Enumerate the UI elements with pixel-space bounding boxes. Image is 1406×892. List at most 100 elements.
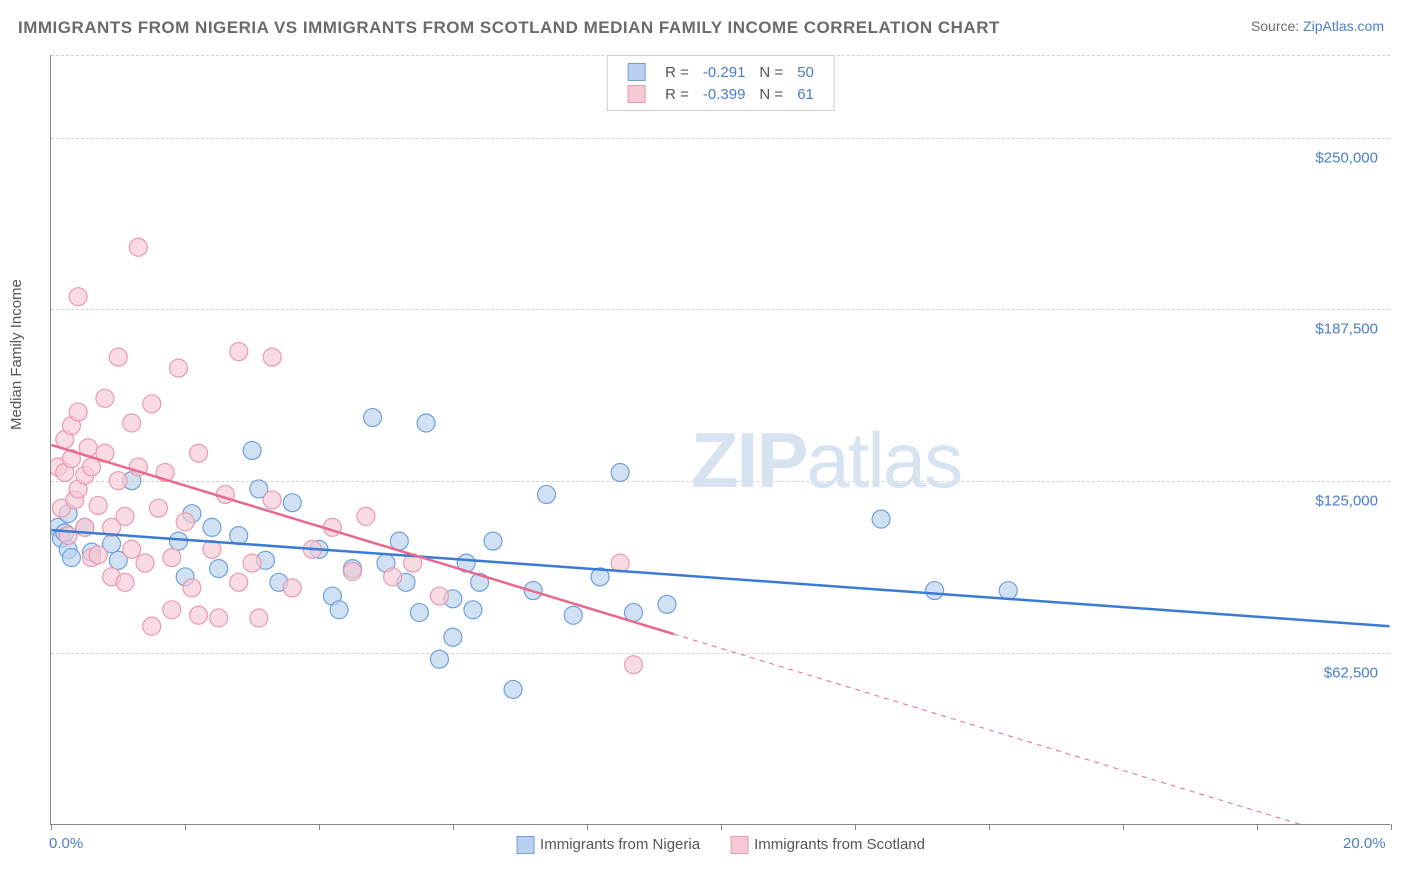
data-point [564,606,582,624]
data-point [250,609,268,627]
x-tick [1391,824,1392,830]
data-point [658,595,676,613]
x-tick [855,824,856,830]
data-point [83,458,101,476]
legend-n-value: 50 [791,62,820,82]
x-tick [587,824,588,830]
data-point [176,513,194,531]
legend-swatch [730,836,748,854]
x-tick-label: 0.0% [49,835,83,852]
data-point [230,343,248,361]
legend-r-label: R = [659,84,695,104]
data-point [464,601,482,619]
legend-swatch [627,85,645,103]
legend-n-label: N = [753,62,789,82]
data-point [283,579,301,597]
data-point [96,389,114,407]
data-point [210,609,228,627]
data-point [410,604,428,622]
data-point [109,472,127,490]
x-tick [989,824,990,830]
data-point [163,549,181,567]
chart-title: IMMIGRANTS FROM NIGERIA VS IMMIGRANTS FR… [18,18,1000,38]
data-point [243,554,261,572]
data-point [263,491,281,509]
data-point [364,409,382,427]
data-point [430,650,448,668]
data-point [625,656,643,674]
data-point [872,510,890,528]
data-point [203,518,221,536]
data-point [69,403,87,421]
data-point [283,494,301,512]
y-axis-label: Median Family Income [8,279,25,430]
data-point [143,617,161,635]
data-point [504,680,522,698]
data-point [263,348,281,366]
data-point [926,582,944,600]
x-tick [1257,824,1258,830]
trend-line [51,445,673,634]
legend-item: Immigrants from Nigeria [516,836,700,854]
legend-row: R =-0.399N =61 [621,84,820,104]
legend-label: Immigrants from Nigeria [540,836,700,853]
data-point [484,532,502,550]
data-point [62,549,80,567]
data-point [999,582,1017,600]
x-tick [185,824,186,830]
data-point [384,568,402,586]
legend-label: Immigrants from Scotland [754,836,925,853]
legend-row: R =-0.291N =50 [621,62,820,82]
data-point [123,414,141,432]
legend-r-value: -0.291 [697,62,752,82]
data-point [123,540,141,558]
data-point [170,532,188,550]
plot-area: ZIPatlas R =-0.291N =50R =-0.399N =61 Im… [50,55,1390,825]
data-point [109,348,127,366]
data-point [330,601,348,619]
data-point [89,496,107,514]
data-point [163,601,181,619]
legend-item: Immigrants from Scotland [730,836,925,854]
data-point [116,507,134,525]
legend-n-value: 61 [791,84,820,104]
data-point [190,606,208,624]
source-link[interactable]: ZipAtlas.com [1303,18,1384,34]
correlation-legend: R =-0.291N =50R =-0.399N =61 [606,55,835,111]
data-point [129,238,147,256]
x-tick [453,824,454,830]
data-point [136,554,154,572]
data-point [183,579,201,597]
scatter-svg [51,55,1390,824]
legend-r-label: R = [659,62,695,82]
data-point [230,573,248,591]
data-point [116,573,134,591]
data-point [69,288,87,306]
data-point [444,628,462,646]
legend-r-value: -0.399 [697,84,752,104]
data-point [538,485,556,503]
legend-swatch [627,63,645,81]
legend-swatch [516,836,534,854]
data-point [417,414,435,432]
data-point [89,546,107,564]
data-point [611,463,629,481]
data-point [430,587,448,605]
source-attribution: Source: ZipAtlas.com [1251,18,1384,34]
data-point [190,444,208,462]
x-tick [1123,824,1124,830]
data-point [343,562,361,580]
data-point [59,527,77,545]
x-tick [319,824,320,830]
x-tick [51,824,52,830]
data-point [143,395,161,413]
x-tick [721,824,722,830]
legend-n-label: N = [753,84,789,104]
series-legend: Immigrants from Nigeria Immigrants from S… [516,836,925,854]
trend-line-extrapolated [674,634,1390,824]
data-point [357,507,375,525]
data-point [149,499,167,517]
data-point [210,560,228,578]
data-point [390,532,408,550]
x-tick-label: 20.0% [1343,835,1386,852]
